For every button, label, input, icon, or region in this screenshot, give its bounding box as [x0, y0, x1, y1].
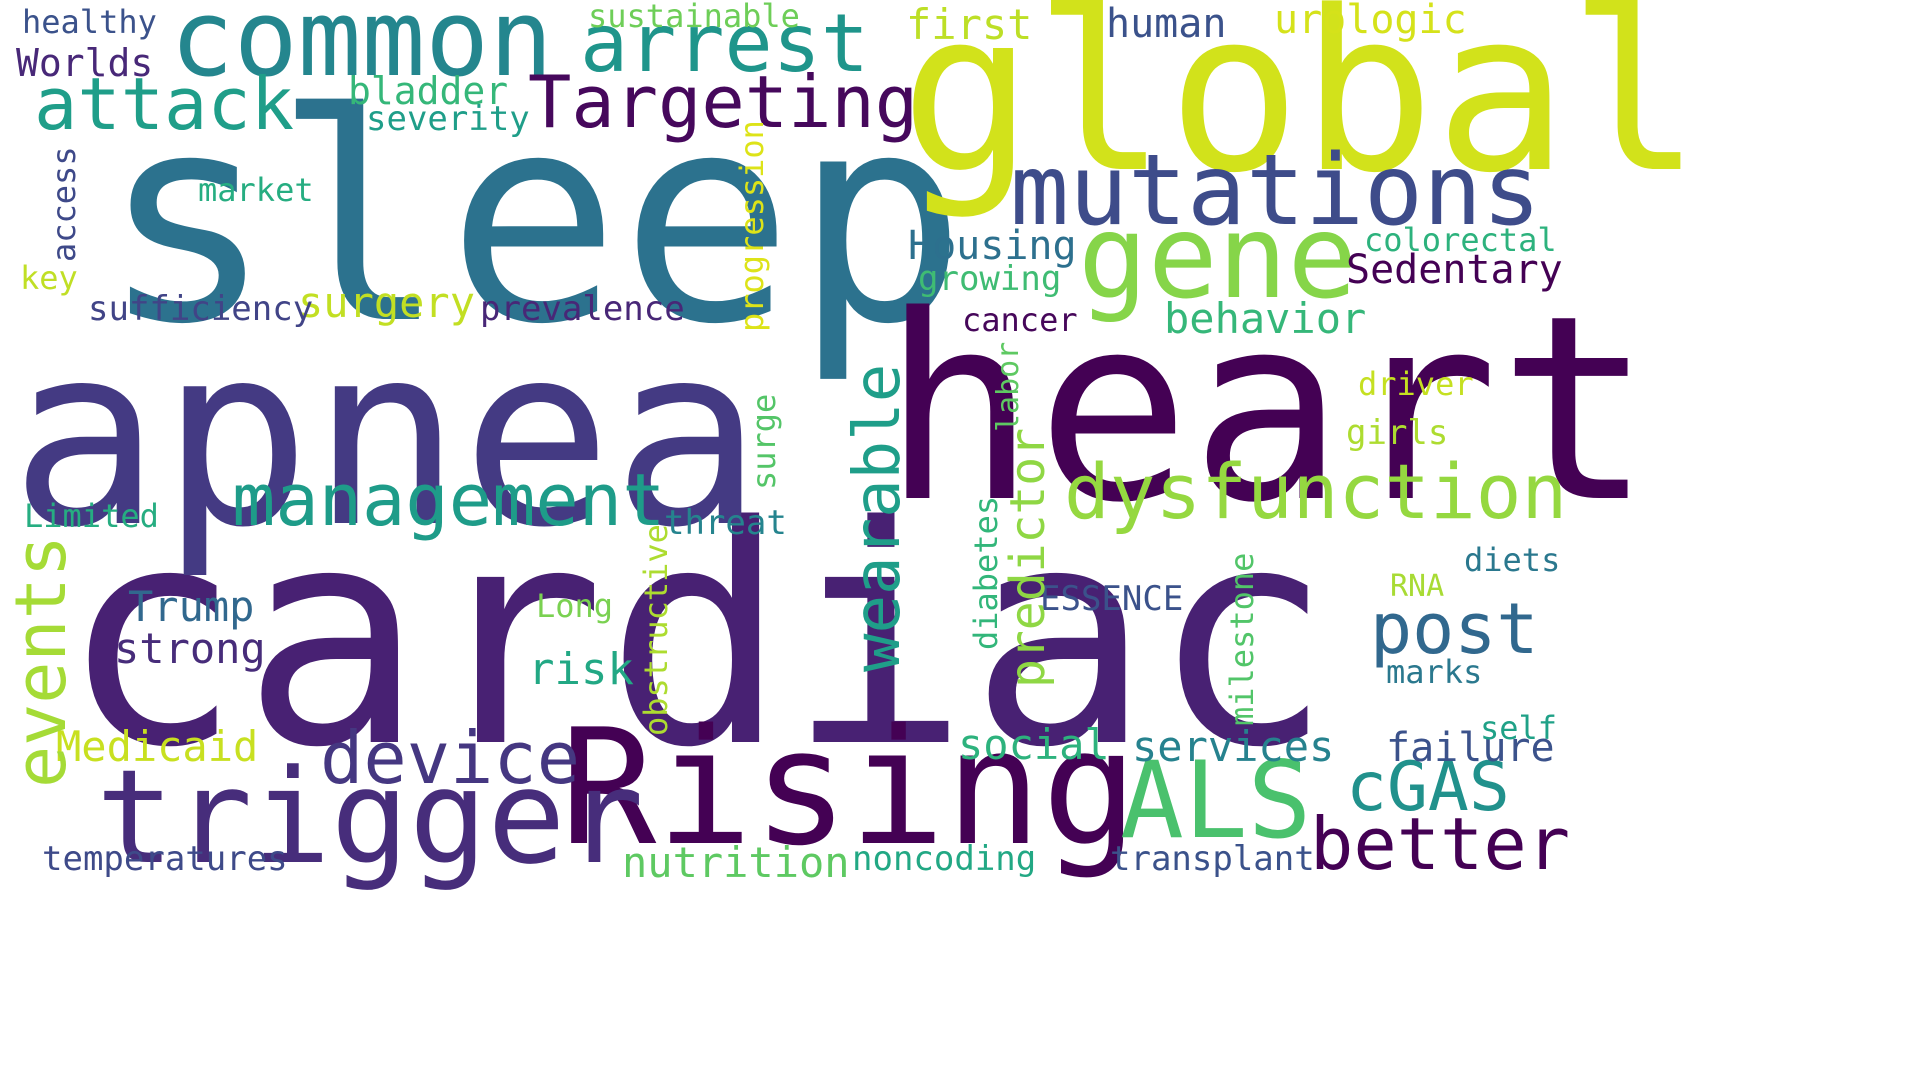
word-gene: gene	[1078, 190, 1358, 325]
word-risk: risk	[528, 644, 634, 695]
word-medicaid: Medicaid	[56, 722, 259, 771]
word-human: human	[1106, 1, 1227, 47]
word-noncoding: noncoding	[852, 839, 1037, 879]
word-surge: surge	[745, 393, 783, 490]
word-milestone: milestone	[1223, 552, 1261, 726]
word-diets: diets	[1464, 541, 1561, 579]
word-sufficiency: sufficiency	[88, 289, 314, 329]
word-predictor: predictor	[1000, 427, 1056, 688]
word-sustainable: sustainable	[588, 0, 800, 35]
word-attack: attack	[34, 62, 295, 146]
word-rna: RNA	[1390, 569, 1445, 604]
word-transplant: transplant	[1110, 839, 1315, 879]
word-rising: Rising	[560, 694, 1138, 881]
word-heart: heart	[882, 261, 1653, 559]
word-common: common	[170, 0, 553, 100]
word-limited: Limited	[24, 497, 159, 535]
word-surgery: surgery	[298, 278, 476, 327]
word-essence: ESSENCE	[1040, 579, 1184, 619]
word-wearable: wearable	[841, 363, 915, 672]
word-management: management	[232, 458, 666, 542]
word-trigger: trigger	[96, 741, 644, 893]
word-worlds: Worlds	[16, 41, 154, 85]
word-device: device	[320, 716, 581, 800]
word-obstructive: obstructive	[637, 524, 675, 736]
word-key: key	[20, 259, 78, 297]
word-prevalence: prevalence	[480, 289, 685, 329]
word-first: first	[906, 0, 1033, 49]
word-colorectal: colorectal	[1364, 221, 1557, 259]
word-bladder: bladder	[348, 69, 509, 113]
word-temperatures: temperatures	[42, 839, 288, 879]
word-social: social	[958, 720, 1110, 769]
word-nutrition: nutrition	[622, 838, 850, 887]
word-arrest: arrest	[580, 0, 869, 90]
word-strong: strong	[114, 624, 266, 673]
word-long: Long	[536, 587, 614, 625]
word-global: global	[900, 0, 1702, 222]
word-urologic: urologic	[1274, 0, 1467, 43]
word-marks: marks	[1386, 653, 1483, 691]
word-post: post	[1370, 588, 1539, 670]
word-behavior: behavior	[1164, 294, 1367, 343]
word-girls: girls	[1346, 413, 1449, 453]
word-access: access	[45, 146, 83, 262]
word-cardiac: cardiac	[60, 463, 1333, 814]
word-cancer: cancer	[962, 301, 1078, 339]
word-services: services	[1132, 722, 1335, 771]
word-cgas: cGAS	[1346, 748, 1510, 827]
word-apnea: apnea	[10, 291, 763, 582]
word-better: better	[1310, 802, 1571, 886]
word-als: ALS	[1120, 739, 1312, 862]
word-trump: Trump	[128, 582, 255, 631]
word-dysfunction: dysfunction	[1064, 447, 1568, 536]
word-threat: threat	[664, 503, 787, 543]
word-sleep: sleep	[100, 52, 967, 387]
word-mutations: mutations	[1010, 134, 1542, 248]
word-self: self	[1480, 709, 1558, 747]
word-severity: severity	[366, 99, 530, 139]
word-growing: growing	[918, 259, 1062, 299]
word-driver: driver	[1358, 365, 1474, 403]
word-labor: labor	[991, 341, 1026, 432]
word-housing: Housing	[908, 223, 1077, 269]
word-healthy: healthy	[22, 3, 157, 41]
word-market: market	[198, 171, 314, 209]
word-events: events	[0, 535, 82, 788]
word-targeting: Targeting	[528, 60, 919, 144]
word-progression: progression	[733, 120, 771, 332]
word-diabetes: diabetes	[967, 495, 1005, 650]
word-sedentary: Sedentary	[1346, 247, 1563, 293]
word-failure: failure	[1386, 725, 1555, 771]
